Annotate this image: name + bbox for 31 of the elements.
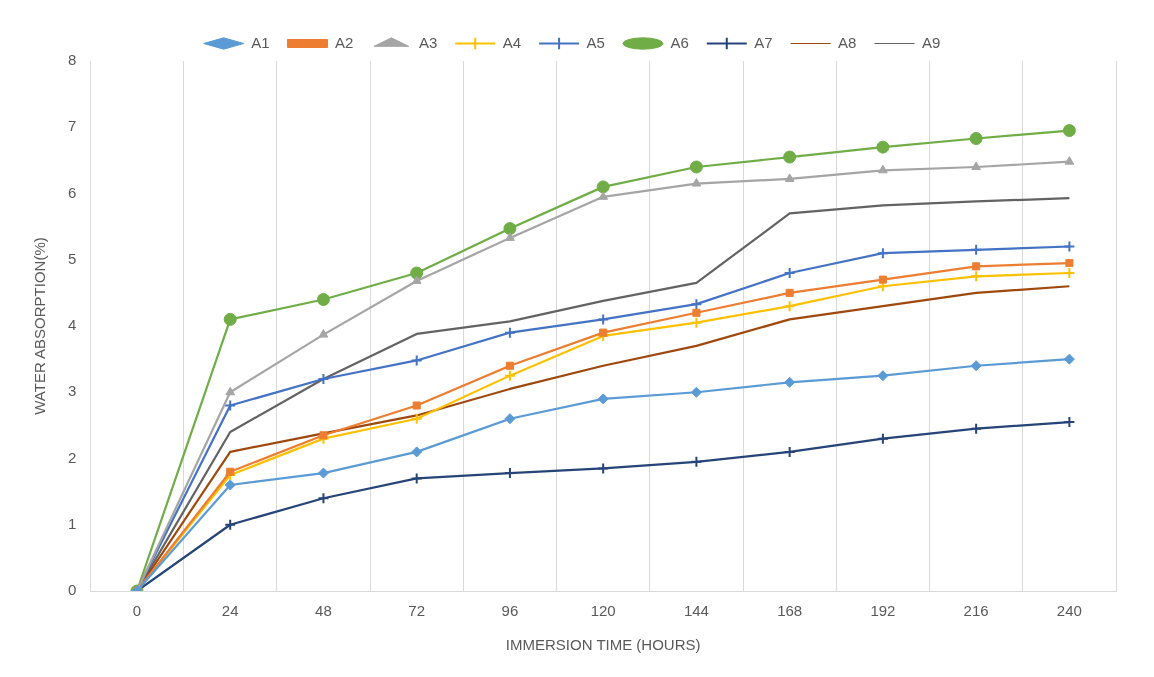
legend-label: A1 bbox=[251, 33, 270, 51]
x-tick-label: 120 bbox=[590, 602, 616, 620]
y-tick-label: 1 bbox=[68, 514, 77, 532]
x-axis-title: IMMERSION TIME (HOURS) bbox=[505, 636, 701, 654]
y-tick-label: 2 bbox=[68, 448, 77, 466]
legend-label: A3 bbox=[418, 33, 438, 51]
x-tick-label: 24 bbox=[221, 602, 239, 620]
y-tick-label: 5 bbox=[68, 249, 77, 267]
y-tick-label: 4 bbox=[68, 316, 77, 334]
y-tick-label: 8 bbox=[68, 51, 77, 69]
legend-label: A7 bbox=[754, 33, 773, 51]
x-tick-label: 96 bbox=[501, 602, 519, 620]
x-tick-label: 0 bbox=[132, 602, 142, 620]
legend-label: A5 bbox=[586, 33, 605, 51]
legend-label: A6 bbox=[670, 33, 689, 51]
legend-label: A2 bbox=[335, 33, 354, 51]
y-tick-label: 3 bbox=[68, 382, 77, 400]
x-tick-label: 144 bbox=[683, 602, 709, 620]
x-tick-label: 192 bbox=[870, 602, 896, 620]
y-axis-title: WATER ABSORPTION(%) bbox=[31, 237, 49, 415]
legend-label: A4 bbox=[502, 33, 522, 51]
y-tick-label: 7 bbox=[68, 117, 77, 135]
x-tick-label: 240 bbox=[1056, 602, 1082, 620]
x-tick-label: 216 bbox=[963, 602, 989, 620]
y-tick-label: 0 bbox=[68, 581, 77, 599]
x-tick-label: 48 bbox=[315, 602, 332, 620]
legend-label: A9 bbox=[921, 33, 941, 51]
legend-label: A8 bbox=[838, 33, 857, 51]
x-tick-label: 72 bbox=[408, 602, 426, 620]
y-tick-label: 6 bbox=[68, 183, 77, 201]
x-tick-label: 168 bbox=[777, 602, 803, 620]
